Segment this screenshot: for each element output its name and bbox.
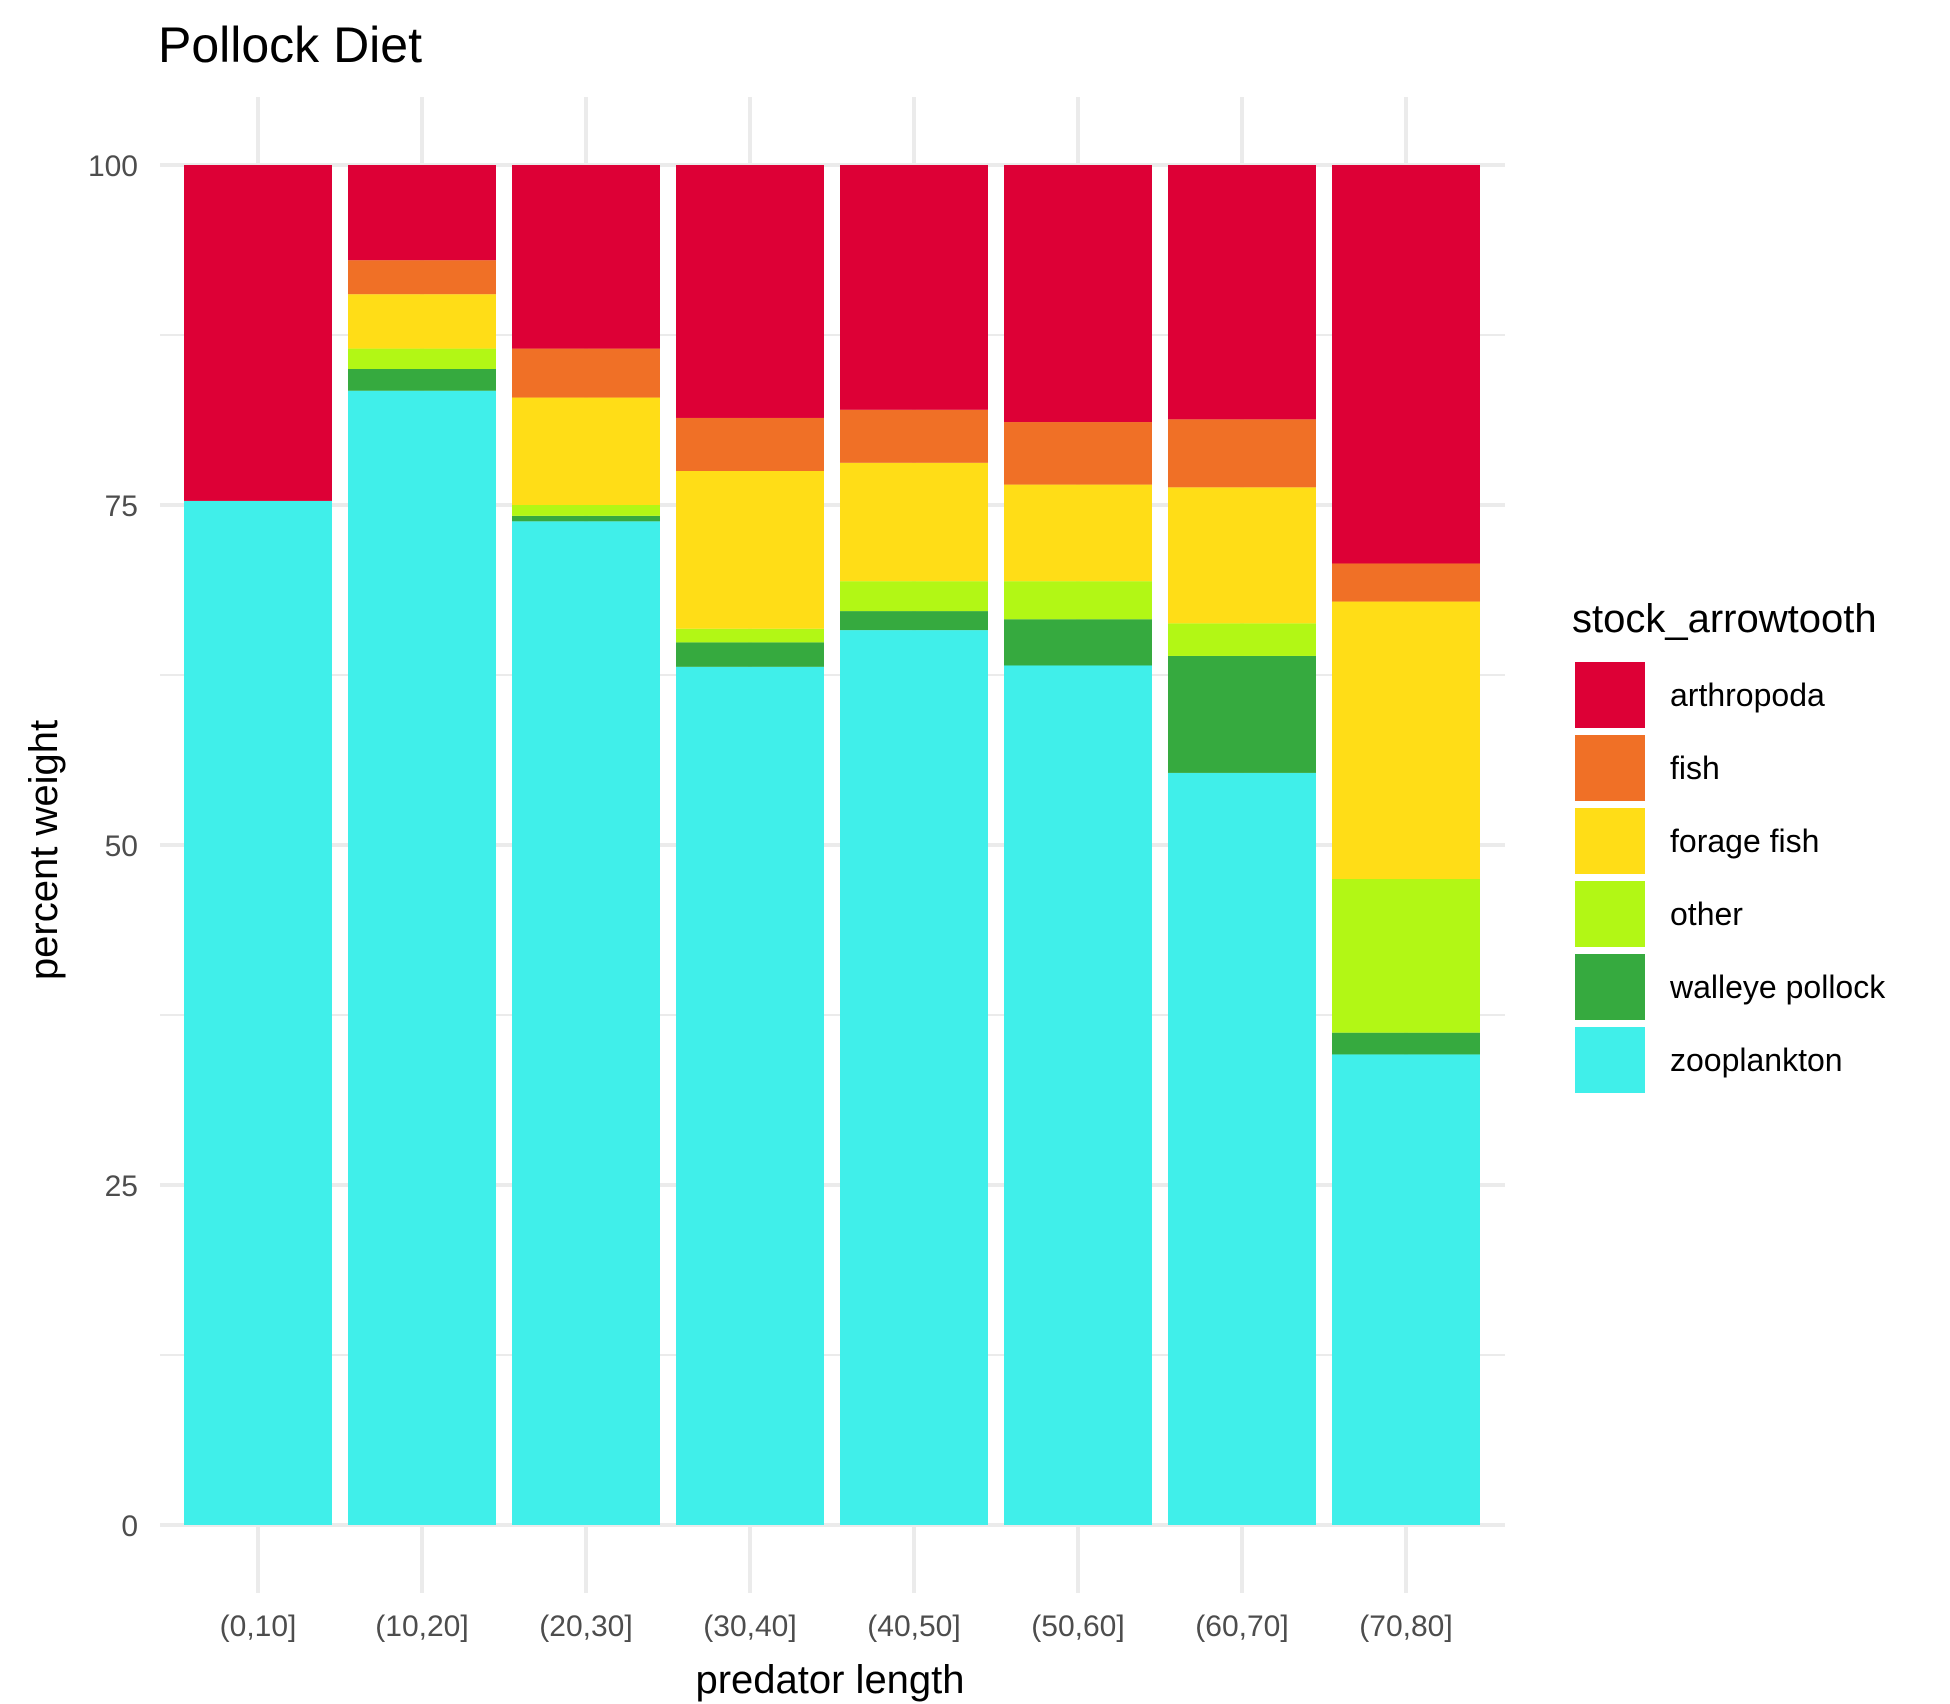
bar-segment bbox=[676, 165, 824, 418]
legend-swatch bbox=[1575, 881, 1645, 947]
x-tick-label: (0,10] bbox=[220, 1610, 297, 1643]
bar-segment bbox=[1332, 1054, 1480, 1525]
legend-swatch bbox=[1575, 662, 1645, 728]
bar-segment bbox=[676, 628, 824, 643]
x-tick-label: (40,50] bbox=[867, 1610, 960, 1643]
y-tick-label: 50 bbox=[105, 830, 138, 863]
x-tick-label: (60,70] bbox=[1195, 1610, 1288, 1643]
bar-segment bbox=[1004, 619, 1152, 666]
y-tick-label: 25 bbox=[105, 1170, 138, 1203]
bar-segment bbox=[840, 611, 988, 631]
bar-segment bbox=[1004, 422, 1152, 485]
bar-segment bbox=[348, 390, 496, 1525]
y-tick-label: 75 bbox=[105, 490, 138, 523]
bar-segment bbox=[512, 165, 660, 349]
bar-segment bbox=[1168, 623, 1316, 656]
bar-segment bbox=[348, 294, 496, 349]
bar-segment bbox=[348, 165, 496, 261]
bar-segment bbox=[1168, 655, 1316, 773]
legend-swatch bbox=[1575, 808, 1645, 874]
bar-segment bbox=[512, 397, 660, 505]
legend-label: fish bbox=[1670, 750, 1720, 786]
x-tick-label: (20,30] bbox=[539, 1610, 632, 1643]
bar-segment bbox=[676, 417, 824, 471]
bar-segment bbox=[1004, 165, 1152, 423]
bar-segment bbox=[840, 165, 988, 410]
legend-swatch bbox=[1575, 1027, 1645, 1093]
legend-label: other bbox=[1670, 896, 1743, 932]
bar-segment bbox=[512, 515, 660, 522]
y-tick-label: 0 bbox=[121, 1510, 138, 1543]
bar-segment bbox=[840, 630, 988, 1525]
legend-title: stock_arrowtooth bbox=[1572, 597, 1877, 641]
bar-segment bbox=[676, 666, 824, 1525]
x-axis-title: predator length bbox=[695, 1658, 964, 1702]
x-tick-label: (50,60] bbox=[1031, 1610, 1124, 1643]
bar-segment bbox=[1004, 665, 1152, 1525]
bar-segment bbox=[676, 471, 824, 629]
bar-segment bbox=[1332, 563, 1480, 602]
y-axis-title: percent weight bbox=[22, 720, 66, 980]
bar-segment bbox=[184, 165, 332, 501]
legend-label: walleye pollock bbox=[1669, 969, 1886, 1005]
bar-segment bbox=[1168, 419, 1316, 488]
bar-segment bbox=[1168, 165, 1316, 420]
bar-segment bbox=[1332, 601, 1480, 879]
bar-segment bbox=[184, 500, 332, 1525]
legend-label: zooplankton bbox=[1670, 1042, 1843, 1078]
bar-segment bbox=[840, 581, 988, 612]
bar-segment bbox=[1004, 581, 1152, 620]
x-tick-label: (30,40] bbox=[703, 1610, 796, 1643]
bar-segment bbox=[348, 260, 496, 295]
bar-segment bbox=[512, 348, 660, 398]
chart-title: Pollock Diet bbox=[158, 17, 422, 73]
bar-segment bbox=[1168, 487, 1316, 624]
bar-segment bbox=[512, 505, 660, 516]
legend-label: arthropoda bbox=[1670, 677, 1825, 713]
legend: stock_arrowtooth arthropoda fish forage fi… bbox=[1572, 597, 1886, 1093]
bar-segment bbox=[1332, 1032, 1480, 1055]
x-tick-labels: (0,10] (10,20] (20,30] (30,40] (40,50] (50,60… bbox=[220, 1610, 1453, 1643]
bars bbox=[184, 165, 1480, 1525]
legend-swatch bbox=[1575, 735, 1645, 801]
bar-segment bbox=[1332, 165, 1480, 564]
bar-segment bbox=[676, 642, 824, 667]
legend-label: forage fish bbox=[1670, 823, 1819, 859]
bar-segment bbox=[348, 348, 496, 369]
bar-segment bbox=[1332, 879, 1480, 1033]
legend-swatch bbox=[1575, 954, 1645, 1020]
y-tick-labels: 0 25 50 75 100 bbox=[88, 150, 138, 1543]
bar-segment bbox=[348, 369, 496, 391]
bar-segment bbox=[1168, 772, 1316, 1525]
y-tick-label: 100 bbox=[88, 150, 138, 183]
x-tick-label: (70,80] bbox=[1359, 1610, 1452, 1643]
bar-segment bbox=[1004, 484, 1152, 582]
bar-segment bbox=[840, 462, 988, 582]
bar-segment bbox=[512, 521, 660, 1525]
x-tick-label: (10,20] bbox=[375, 1610, 468, 1643]
bar-segment bbox=[840, 409, 988, 463]
